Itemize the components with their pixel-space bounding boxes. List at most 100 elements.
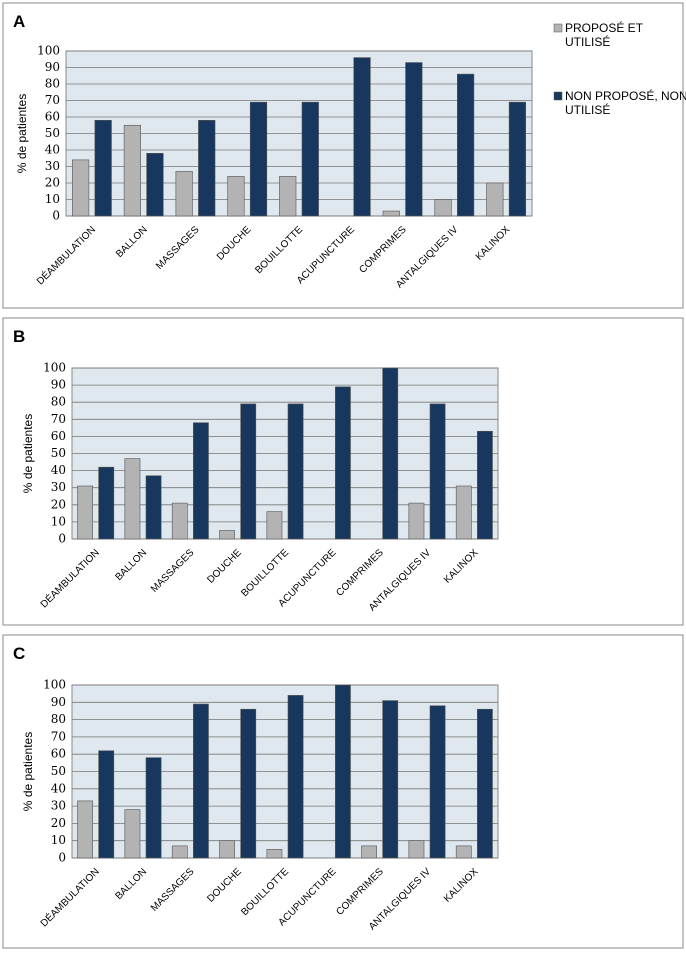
panel-frame — [2, 2, 684, 309]
panel-letter: C — [13, 644, 25, 663]
bar — [287, 403, 304, 540]
bar — [219, 840, 235, 859]
y-tick-label: 10 — [45, 192, 60, 206]
y-tick-label: 90 — [51, 695, 66, 709]
bar — [249, 101, 268, 217]
bar — [279, 176, 297, 217]
y-tick-label: 40 — [51, 781, 66, 795]
bar — [382, 700, 399, 859]
bar — [335, 684, 351, 859]
bar — [408, 840, 425, 859]
bar — [123, 124, 141, 217]
y-tick-label: 80 — [45, 77, 60, 91]
x-tick-label: COMPRIMES — [357, 224, 409, 276]
bar — [124, 809, 141, 859]
y-tick-label: 50 — [51, 764, 66, 778]
y-axis-label: % de patientes — [15, 94, 29, 173]
bar — [98, 466, 115, 540]
bar — [145, 475, 162, 540]
y-tick-label: 40 — [51, 463, 66, 477]
y-tick-label: 0 — [58, 851, 66, 865]
y-tick-label: 100 — [43, 361, 66, 375]
bar — [77, 485, 93, 540]
bar — [219, 530, 235, 540]
bar — [408, 502, 425, 540]
bar — [287, 695, 304, 859]
y-axis-label: % de patientes — [21, 732, 35, 811]
bar — [353, 57, 371, 217]
bar — [193, 422, 209, 540]
bar — [266, 511, 283, 540]
y-tick-label: 90 — [51, 378, 66, 392]
bar — [94, 120, 112, 217]
y-tick-label: 20 — [51, 497, 66, 511]
y-tick-label: 0 — [58, 532, 66, 546]
legend-swatch — [553, 91, 563, 101]
y-tick-label: 60 — [45, 110, 60, 124]
bar — [98, 750, 115, 859]
legend-label: NON PROPOSÉ, NON UTILISÉ — [565, 88, 686, 117]
bar — [146, 153, 164, 217]
legend-swatch — [553, 23, 563, 33]
bar — [240, 403, 257, 540]
y-tick-label: 60 — [51, 429, 66, 443]
x-tick-label: COMPRIMES — [334, 866, 386, 918]
panel-frame — [2, 317, 684, 626]
bar — [455, 485, 472, 540]
bar — [335, 386, 351, 540]
x-tick-label: BALLON — [113, 547, 149, 583]
y-tick-label: 20 — [51, 816, 66, 830]
y-tick-label: 40 — [45, 143, 60, 157]
x-tick-label: DOUCHE — [205, 866, 244, 905]
x-tick-label: BALLON — [114, 224, 150, 260]
bar — [193, 703, 209, 859]
bar — [477, 430, 493, 540]
y-tick-label: 50 — [51, 446, 66, 460]
bar — [382, 367, 399, 540]
panel-letter: A — [13, 12, 25, 31]
bar — [266, 849, 283, 859]
bar — [145, 757, 162, 859]
bar — [198, 120, 216, 217]
legend-label: PROPOSÉ ET UTILISÉ — [565, 20, 644, 49]
y-tick-label: 10 — [51, 833, 66, 847]
legend-item: NON PROPOSÉ, NON UTILISÉ — [553, 88, 686, 117]
bar — [175, 171, 193, 217]
panel-frame — [2, 634, 684, 949]
x-tick-label: DÉAMBULATION — [37, 546, 101, 610]
y-tick-label: 30 — [51, 799, 66, 813]
bar — [227, 176, 245, 217]
y-tick-label: 90 — [45, 60, 60, 74]
bar — [405, 62, 423, 217]
y-tick-label: 60 — [51, 747, 66, 761]
y-tick-label: 70 — [45, 93, 60, 107]
bar — [457, 73, 475, 217]
bar — [486, 182, 504, 217]
x-tick-label: DOUCHE — [215, 224, 254, 263]
bar — [240, 708, 257, 859]
bar — [455, 845, 472, 859]
x-tick-label: BOUILLOTTE — [253, 224, 305, 276]
x-tick-label: KALINOX — [474, 224, 513, 263]
y-tick-label: 80 — [51, 395, 66, 409]
legend-item: PROPOSÉ ET UTILISÉ — [553, 20, 644, 49]
y-tick-label: 70 — [51, 729, 66, 743]
y-tick-label: 70 — [51, 412, 66, 426]
x-tick-label: KALINOX — [442, 866, 481, 905]
x-tick-label: DÉAMBULATION — [37, 865, 101, 929]
bar — [77, 800, 93, 859]
x-tick-label: BOUILLOTTE — [239, 866, 291, 918]
bar — [171, 845, 188, 859]
y-tick-label: 80 — [51, 712, 66, 726]
y-tick-label: 50 — [45, 126, 60, 140]
x-tick-label: DÉAMBULATION — [34, 223, 98, 287]
bar — [477, 708, 493, 859]
y-tick-label: 30 — [45, 159, 60, 173]
x-tick-label: MASSAGES — [149, 547, 197, 595]
bar — [124, 458, 141, 540]
y-axis-label: % de patientes — [21, 414, 35, 493]
x-tick-label: DOUCHE — [205, 547, 244, 586]
y-tick-label: 10 — [51, 514, 66, 528]
x-tick-label: COMPRIMES — [334, 547, 386, 599]
bar — [72, 159, 90, 217]
